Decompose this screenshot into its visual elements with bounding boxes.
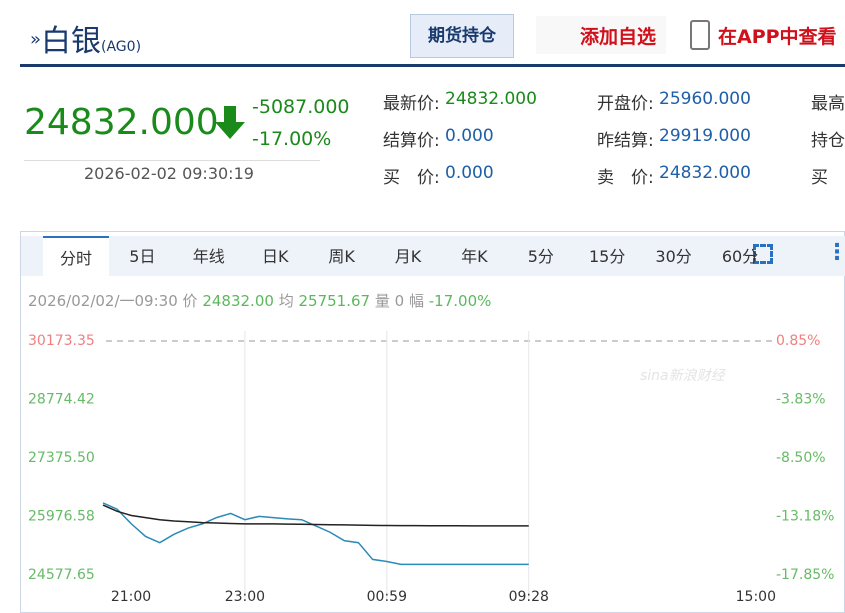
tab[interactable]: 月K (394, 247, 422, 266)
status-label: 量 (374, 292, 390, 310)
series-line (102, 504, 529, 527)
info-label: 最新价: (383, 94, 440, 114)
app-button[interactable]: 在APP中查看 (718, 26, 837, 48)
series-line (102, 502, 529, 566)
info-value: 25960.000 (659, 89, 751, 109)
title: 白银 (41, 24, 102, 59)
tab[interactable]: 分时 (43, 236, 109, 278)
y-tick-label: 30173.35 (28, 333, 95, 349)
x-tick-label: 23:00 (225, 589, 265, 605)
header-rule (20, 64, 845, 67)
x-tick-label: 15:00 (736, 589, 776, 605)
info-label: 昨结算: (597, 131, 654, 151)
y-tick-label: 25976.58 (28, 508, 95, 524)
info-value: 0.000 (445, 126, 494, 146)
status-label: 均 (278, 292, 294, 310)
tab-bar (21, 236, 845, 276)
x-tick-label: 21:00 (111, 589, 151, 605)
info-label: 卖 价: (597, 168, 654, 188)
status-value: -17.00% (428, 292, 492, 310)
y2-tick-label: 0.85% (776, 333, 820, 349)
x-tick-label: 09:28 (509, 589, 549, 605)
watch-bg (536, 16, 666, 54)
y2-tick-label: -8.50% (776, 450, 826, 466)
watermark: sina新浪财经 (640, 368, 727, 384)
tab[interactable]: 年线 (192, 247, 225, 266)
tab[interactable]: 15分 (589, 247, 626, 266)
price-rule (24, 160, 320, 161)
info-label: 结算价: (383, 131, 440, 151)
tab[interactable]: 5分 (527, 247, 554, 266)
y-tick-label: 24577.65 (28, 567, 95, 583)
info-label: 开盘价: (597, 94, 654, 114)
info-value: 24832.000 (445, 89, 537, 109)
status-value: 0 (394, 292, 405, 310)
status-label: 价 (182, 292, 198, 310)
position-button[interactable]: 期货持仓 (410, 14, 514, 58)
phone-icon (690, 20, 710, 50)
status-label: 幅 (408, 292, 424, 310)
quote-time: 2026-02-02 09:30:19 (84, 164, 254, 183)
y-tick-label: 27375.50 (28, 450, 95, 466)
change: -5087.000 (252, 96, 350, 118)
info-value: 24832.000 (659, 163, 751, 183)
tab[interactable]: 5日 (129, 247, 156, 266)
info-label: 买 价: (383, 168, 440, 188)
watch-button[interactable]: 添加自选 (580, 26, 657, 48)
code: (AG0) (101, 39, 142, 55)
tab[interactable]: 30分 (655, 247, 692, 266)
info-value: 29919.000 (659, 126, 751, 146)
change-pct: -17.00% (252, 128, 332, 150)
status-value: 24832.00 (202, 292, 274, 310)
y-tick-label: 28774.42 (28, 392, 95, 408)
fullscreen-icon[interactable] (753, 244, 773, 264)
x-tick-label: 00:59 (367, 589, 407, 605)
y2-tick-label: -3.83% (776, 392, 826, 408)
status-value: 25751.67 (298, 292, 371, 310)
tab[interactable]: 日K (261, 247, 289, 266)
info-label: 买 (811, 168, 828, 188)
y2-tick-label: -13.18% (776, 509, 834, 525)
price: 24832.000 (24, 102, 219, 143)
menu-icon[interactable]: ⋮ (826, 240, 845, 265)
info-label: 最高 (811, 94, 845, 114)
status-date: 2026/02/02/一09:30 (28, 292, 178, 310)
down-arrow (215, 106, 245, 139)
info-label: 持仓 (811, 131, 845, 151)
status-line: 2026/02/02/一09:30 价 24832.00 均 25751.67 … (28, 290, 491, 311)
title-wrap: »白银(AG0) (30, 24, 142, 59)
tab[interactable]: 年K (461, 247, 488, 266)
tab[interactable]: 周K (328, 247, 355, 266)
y2-tick-label: -17.85% (776, 567, 834, 583)
info-value: 0.000 (445, 163, 494, 183)
tab[interactable]: 60分 (721, 247, 759, 266)
